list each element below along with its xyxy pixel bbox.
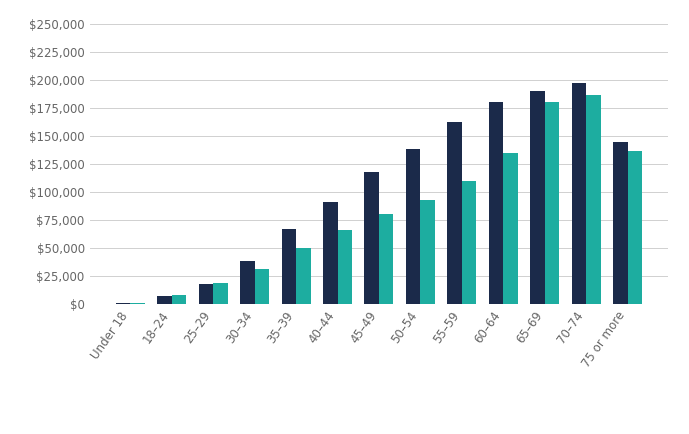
Bar bbox=[530, 91, 545, 304]
Bar bbox=[379, 214, 393, 304]
Bar bbox=[586, 95, 601, 304]
Bar bbox=[130, 303, 145, 304]
Bar bbox=[116, 302, 130, 304]
Bar bbox=[323, 202, 338, 304]
Bar bbox=[420, 200, 435, 304]
Bar bbox=[447, 122, 462, 304]
Bar bbox=[282, 229, 296, 304]
Bar bbox=[213, 283, 228, 304]
Bar bbox=[406, 149, 420, 304]
Legend: Male, Female: Male, Female bbox=[107, 433, 281, 434]
Bar bbox=[545, 102, 559, 304]
Bar bbox=[628, 151, 642, 304]
Bar bbox=[172, 296, 186, 304]
Bar bbox=[462, 181, 476, 304]
Bar bbox=[157, 296, 172, 304]
Bar bbox=[198, 284, 213, 304]
Bar bbox=[255, 269, 269, 304]
Bar bbox=[613, 141, 628, 304]
Bar bbox=[572, 83, 586, 304]
Bar bbox=[338, 230, 352, 304]
Bar bbox=[489, 102, 503, 304]
Bar bbox=[240, 261, 255, 304]
Bar bbox=[364, 172, 379, 304]
Bar bbox=[296, 248, 311, 304]
Bar bbox=[503, 153, 517, 304]
